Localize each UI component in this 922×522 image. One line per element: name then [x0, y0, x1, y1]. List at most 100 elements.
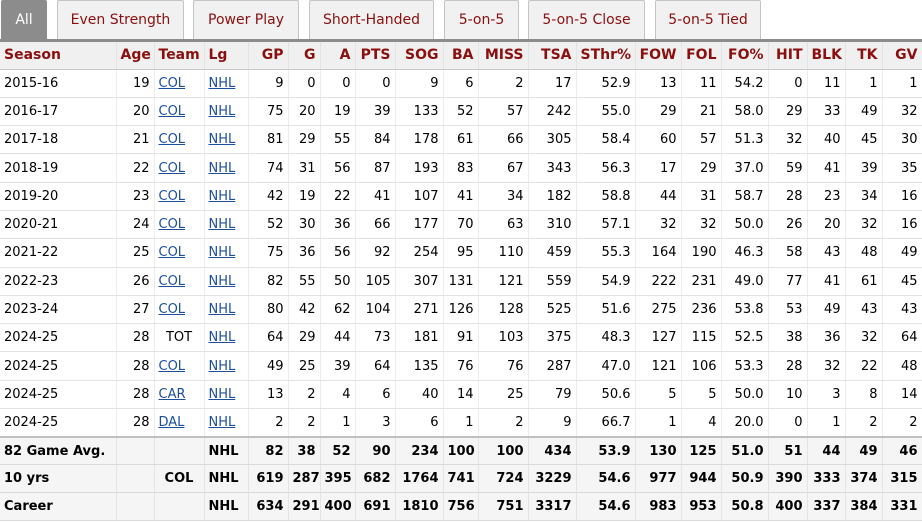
col-header-sthr-pct[interactable]: SThr%	[576, 42, 636, 70]
cell-g: 29	[288, 323, 321, 353]
tab-all[interactable]: All	[1, 0, 47, 39]
league-link[interactable]: NHL	[208, 330, 236, 346]
cell-sthr-pct: 55.3	[576, 238, 636, 268]
tab-5-on-5-close[interactable]: 5-on-5 Close	[528, 0, 645, 39]
col-header-g[interactable]: G	[288, 42, 321, 70]
league-link[interactable]: NHL	[208, 75, 236, 91]
tab-short-handed[interactable]: Short-Handed	[309, 0, 434, 39]
cell-pts: 39	[355, 97, 396, 127]
col-header-miss[interactable]: MISS	[478, 42, 529, 70]
col-header-ba[interactable]: BA	[443, 42, 479, 70]
cell-miss: 103	[478, 323, 529, 353]
cell-tk: 45	[845, 125, 883, 155]
league-link[interactable]: NHL	[208, 160, 236, 176]
col-header-a[interactable]: A	[320, 42, 356, 70]
col-header-age[interactable]: Age	[116, 42, 155, 70]
cell-fow: 1	[635, 408, 682, 438]
cell-pts: 87	[355, 153, 396, 183]
cell-gp: 74	[248, 153, 289, 183]
cell-team: COL	[154, 351, 205, 381]
summary-cell-g: 291	[288, 492, 321, 522]
league-link[interactable]: NHL	[208, 386, 236, 402]
tab-even-strength[interactable]: Even Strength	[57, 0, 184, 39]
col-header-season[interactable]: Season	[0, 42, 117, 70]
cell-ba: 52	[443, 97, 479, 127]
league-link[interactable]: NHL	[208, 245, 236, 261]
tab-5-on-5[interactable]: 5-on-5	[444, 0, 519, 39]
col-header-pts[interactable]: PTS	[355, 42, 396, 70]
cell-season: 2024-25	[0, 351, 117, 381]
cell-pts: 92	[355, 238, 396, 268]
summary-cell-hit: 400	[768, 492, 808, 522]
team-link[interactable]: COL	[158, 75, 186, 91]
cell-season: 2024-25	[0, 380, 117, 410]
cell-hit: 28	[768, 182, 808, 211]
table-row: 2021-22 25 COL NHL 75 36 56 92 254 95 110 459 55.3 16…	[0, 238, 922, 268]
team-link[interactable]: COL	[158, 103, 186, 119]
tab-5-on-5-tied[interactable]: 5-on-5 Tied	[655, 0, 761, 39]
summary-cell-blk: 333	[807, 464, 846, 494]
cell-gp: 2	[248, 408, 289, 438]
col-header-gv[interactable]: GV	[882, 42, 922, 70]
col-header-tsa[interactable]: TSA	[528, 42, 577, 70]
cell-blk: 49	[807, 295, 846, 325]
col-header-fow[interactable]: FOW	[635, 42, 682, 70]
cell-gp: 64	[248, 323, 289, 353]
cell-fow: 127	[635, 323, 682, 353]
cell-fol: 236	[681, 295, 722, 325]
league-link[interactable]: NHL	[208, 358, 236, 374]
col-header-tk[interactable]: TK	[845, 42, 883, 70]
col-header-fo-pct[interactable]: FO%	[721, 42, 769, 70]
cell-fo-pct: 50.0	[721, 210, 769, 240]
col-header-hit[interactable]: HIT	[768, 42, 808, 70]
col-header-team[interactable]: Team	[154, 42, 205, 70]
situation-tab-bar: All Even Strength Power Play Short-Hande…	[0, 0, 922, 42]
cell-fow: 44	[635, 182, 682, 211]
cell-lg: NHL	[204, 182, 249, 211]
league-link[interactable]: NHL	[208, 103, 236, 119]
col-header-fol[interactable]: FOL	[681, 42, 722, 70]
team-link[interactable]: COL	[158, 217, 186, 233]
cell-hit: 59	[768, 153, 808, 183]
team-link[interactable]: COL	[158, 132, 186, 148]
league-link[interactable]: NHL	[208, 132, 236, 148]
cell-g: 31	[288, 153, 321, 183]
team-link[interactable]: COL	[158, 160, 186, 176]
summary-cell-tsa: 3317	[528, 492, 577, 522]
league-link[interactable]: NHL	[208, 188, 236, 204]
header-row: Season Age Team Lg GP G A PTS SOG BA MIS…	[0, 42, 922, 70]
cell-tk: 1	[845, 69, 883, 98]
team-link[interactable]: CAR	[158, 386, 186, 402]
col-header-lg[interactable]: Lg	[204, 42, 249, 70]
summary-cell-miss: 724	[478, 464, 529, 494]
cell-pts: 41	[355, 182, 396, 211]
team-link[interactable]: COL	[158, 188, 186, 204]
cell-sthr-pct: 50.6	[576, 380, 636, 410]
col-header-sog[interactable]: SOG	[395, 42, 444, 70]
summary-cell-tk: 374	[845, 464, 883, 494]
team-link[interactable]: DAL	[158, 414, 185, 430]
summary-cell-season: 10 yrs	[0, 464, 117, 494]
team-link[interactable]: COL	[158, 245, 186, 261]
cell-blk: 23	[807, 182, 846, 211]
cell-tk: 2	[845, 408, 883, 438]
tab-power-play[interactable]: Power Play	[193, 0, 299, 39]
col-header-gp[interactable]: GP	[248, 42, 289, 70]
league-link[interactable]: NHL	[208, 414, 236, 430]
team-link[interactable]: COL	[158, 358, 186, 374]
league-link[interactable]: NHL	[208, 217, 236, 233]
league-link[interactable]: NHL	[208, 273, 236, 289]
cell-sthr-pct: 54.9	[576, 267, 636, 296]
cell-g: 42	[288, 295, 321, 325]
league-link[interactable]: NHL	[208, 302, 236, 318]
summary-cell-season: 82 Game Avg.	[0, 435, 117, 466]
cell-season: 2024-25	[0, 408, 117, 438]
cell-gv: 43	[882, 295, 922, 325]
team-link[interactable]: COL	[158, 273, 186, 289]
col-header-blk[interactable]: BLK	[807, 42, 846, 70]
cell-g: 20	[288, 97, 321, 127]
team-link[interactable]: COL	[158, 302, 186, 318]
cell-ba: 61	[443, 125, 479, 155]
cell-age: 27	[116, 295, 155, 325]
cell-age: 21	[116, 125, 155, 155]
